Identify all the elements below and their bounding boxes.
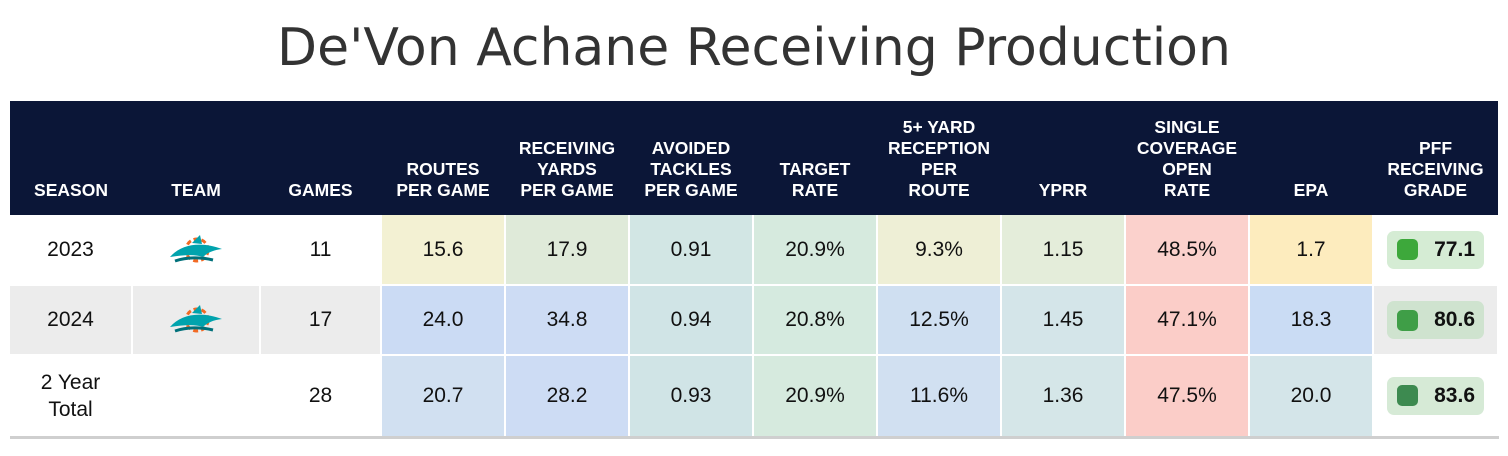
rec-yards-cell: 17.9 — [505, 215, 630, 286]
team-cell — [132, 215, 261, 286]
header-pff-grade: PFF RECEIVING GRADE — [1373, 101, 1498, 215]
routes-cell: 20.7 — [381, 355, 506, 439]
grade-badge: 77.1 — [1387, 230, 1484, 269]
team-cell — [132, 355, 261, 439]
grade-indicator — [1397, 239, 1418, 260]
grade-value: 77.1 — [1434, 237, 1475, 261]
header-epa: EPA — [1249, 101, 1373, 215]
header-target-rate: TARGET RATE — [753, 101, 877, 215]
single-cov-cell: 48.5% — [1125, 215, 1250, 286]
dolphins-logo-icon — [133, 300, 259, 340]
games-cell: 11 — [260, 215, 382, 286]
yprr-cell: 1.45 — [1001, 285, 1126, 356]
page-title: De'Von Achane Receiving Production — [277, 18, 1231, 78]
avoided-cell: 0.93 — [629, 355, 754, 439]
receiving-stats-table: SEASON TEAM GAMES ROUTES PER GAME RECEIVI… — [10, 101, 1499, 439]
avoided-cell: 0.94 — [629, 285, 754, 356]
routes-cell: 24.0 — [381, 285, 506, 356]
epa-cell: 18.3 — [1249, 285, 1374, 356]
header-games: GAMES — [260, 101, 381, 215]
table-row: 2024 17 24.0 34.8 0.94 20.8% 12.5% 1.45 47.1% 18… — [10, 285, 1499, 356]
target-cell: 20.9% — [753, 215, 878, 286]
header-avoided-tackles: AVOIDED TACKLES PER GAME — [629, 101, 753, 215]
games-cell: 28 — [260, 355, 382, 439]
single-cov-cell: 47.1% — [1125, 285, 1250, 356]
team-cell — [132, 285, 261, 356]
header-five-yard-reception: 5+ YARD RECEPTION PER ROUTE — [877, 101, 1001, 215]
season-cell: 2 Year Total — [10, 355, 133, 439]
games-cell: 17 — [260, 285, 382, 356]
target-cell: 20.8% — [753, 285, 878, 356]
epa-cell: 20.0 — [1249, 355, 1374, 439]
header-single-coverage: SINGLE COVERAGE OPEN RATE — [1125, 101, 1249, 215]
table-row: 2023 11 15.6 17.9 0.91 20.9% 9.3% 1.15 48.5% 1.7… — [10, 215, 1499, 286]
grade-indicator — [1397, 385, 1418, 407]
rec-yards-cell: 28.2 — [505, 355, 630, 439]
grade-value: 83.6 — [1434, 383, 1475, 407]
rec-yards-cell: 34.8 — [505, 285, 630, 356]
grade-cell: 80.6 — [1373, 285, 1499, 356]
grade-indicator — [1397, 309, 1418, 331]
five-yard-cell: 11.6% — [877, 355, 1002, 439]
season-cell: 2024 — [10, 285, 133, 356]
target-cell: 20.9% — [753, 355, 878, 439]
grade-badge: 80.6 — [1387, 301, 1484, 339]
header-yprr: YPRR — [1001, 101, 1125, 215]
header-team: TEAM — [132, 101, 260, 215]
table-row: 2 Year Total 28 20.7 28.2 0.93 20.9% 11.6% 1.36… — [10, 355, 1499, 439]
dolphins-logo-icon — [133, 230, 259, 270]
epa-cell: 1.7 — [1249, 215, 1374, 286]
single-cov-cell: 47.5% — [1125, 355, 1250, 439]
grade-cell: 77.1 — [1373, 215, 1499, 286]
header-receiving-yards: RECEIVING YARDS PER GAME — [505, 101, 629, 215]
five-yard-cell: 12.5% — [877, 285, 1002, 356]
grade-value: 80.6 — [1434, 308, 1475, 331]
yprr-cell: 1.15 — [1001, 215, 1126, 286]
header-row: SEASON TEAM GAMES ROUTES PER GAME RECEIVI… — [10, 101, 1498, 215]
header-routes: ROUTES PER GAME — [381, 101, 505, 215]
season-cell: 2023 — [10, 215, 133, 286]
five-yard-cell: 9.3% — [877, 215, 1002, 286]
routes-cell: 15.6 — [381, 215, 506, 286]
yprr-cell: 1.36 — [1001, 355, 1126, 439]
grade-badge: 83.6 — [1387, 376, 1484, 415]
grade-cell: 83.6 — [1373, 355, 1499, 439]
avoided-cell: 0.91 — [629, 215, 754, 286]
header-season: SEASON — [10, 101, 132, 215]
